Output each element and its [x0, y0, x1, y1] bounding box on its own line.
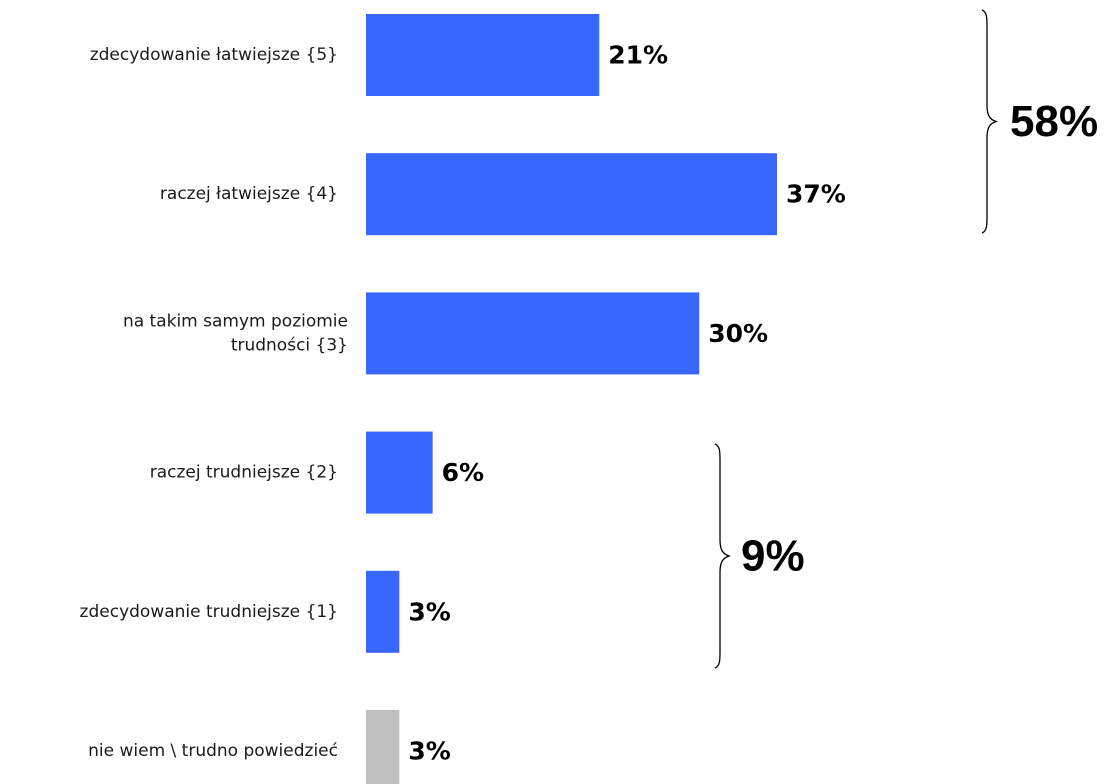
group-brace-1 [981, 9, 999, 234]
category-label-1: zdecydowanie łatwiejsze {5} [90, 45, 338, 65]
category-label-line: trudności {3} [231, 335, 348, 355]
group-brace-2 [714, 443, 732, 669]
bar-5 [366, 570, 400, 653]
value-labels: 21% 37% 30% 6% 3% 3% [408, 41, 846, 766]
group-total-label-1: 58% [1010, 97, 1098, 146]
value-label-2: 37% [786, 180, 846, 209]
value-label-6: 3% [408, 737, 450, 766]
category-label-5: zdecydowanie trudniejsze {1} [80, 602, 338, 622]
bars [366, 14, 777, 784]
bar-6 [366, 710, 400, 784]
group-total-label-2: 9% [741, 532, 805, 581]
category-label-4: raczej trudniejsze {2} [150, 463, 338, 483]
category-label-line: raczej trudniejsze {2} [150, 463, 338, 483]
group-brackets: 58% 9% [714, 9, 1098, 669]
category-label-line: zdecydowanie trudniejsze {1} [80, 602, 338, 622]
value-label-3: 30% [708, 319, 768, 348]
category-labels: zdecydowanie łatwiejsze {5} raczej łatwie… [80, 45, 348, 761]
value-label-5: 3% [408, 597, 450, 626]
category-label-line: zdecydowanie łatwiejsze {5} [90, 45, 338, 65]
category-label-6: nie wiem \ trudno powiedzieć [88, 741, 338, 761]
category-label-3: na takim samym poziomie trudności {3} [123, 311, 348, 355]
value-label-1: 21% [608, 41, 668, 70]
category-label-line: raczej łatwiejsze {4} [160, 184, 338, 204]
value-label-4: 6% [442, 458, 484, 487]
category-label-2: raczej łatwiejsze {4} [160, 184, 338, 204]
bar-3 [366, 292, 700, 375]
category-label-line: nie wiem \ trudno powiedzieć [88, 741, 338, 761]
bar-2 [366, 153, 777, 236]
bar-4 [366, 431, 433, 514]
category-label-line: na takim samym poziomie [123, 311, 348, 331]
bar-1 [366, 14, 600, 96]
